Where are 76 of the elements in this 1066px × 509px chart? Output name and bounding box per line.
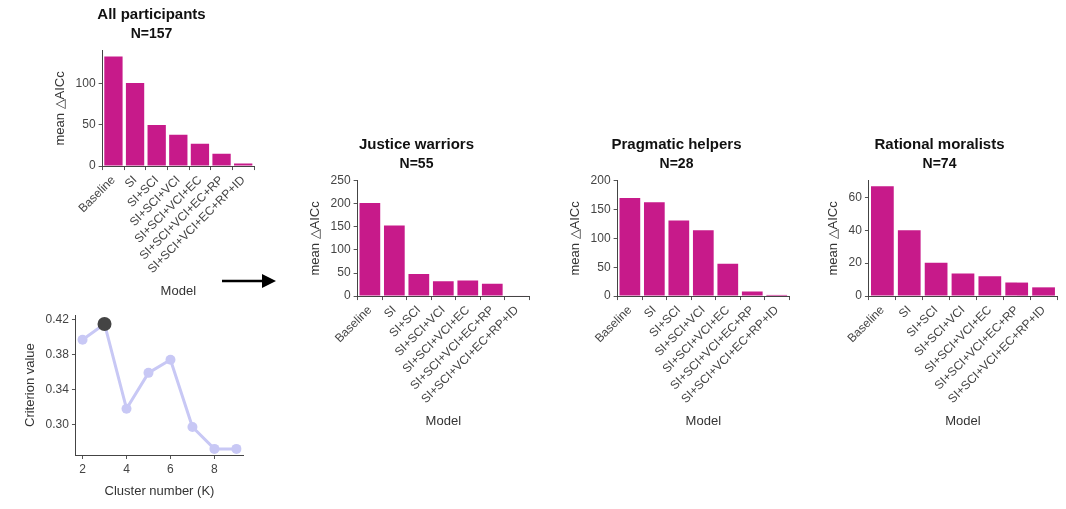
bar (741, 291, 763, 296)
bar (147, 124, 166, 166)
x-tick-label: 4 (123, 461, 131, 476)
x-axis-title: Model (945, 412, 981, 428)
y-tick-label: 200 (330, 196, 351, 211)
bar (643, 202, 665, 296)
point (121, 403, 132, 414)
y-tick-label: 0 (603, 288, 611, 303)
y-tick-label: 50 (82, 117, 96, 132)
bar (1005, 282, 1029, 296)
bar (692, 230, 714, 296)
y-tick-label: 200 (590, 173, 611, 188)
y-tick-label: 0.42 (45, 311, 70, 326)
y-axis-title: Criterion value (22, 343, 38, 428)
y-tick-label: 0 (88, 158, 96, 173)
bar (104, 56, 123, 166)
bar (125, 82, 145, 166)
bar (897, 230, 921, 296)
y-tick-label: 150 (330, 219, 351, 234)
y-tick-label: 100 (590, 230, 611, 245)
bar (190, 143, 210, 166)
x-axis-title: Model (425, 412, 462, 428)
y-tick-label: 100 (330, 242, 351, 257)
chart-subtitle: N=74 (922, 155, 957, 172)
y-axis-title: mean △AICc (52, 70, 68, 146)
bar (212, 153, 231, 166)
point (165, 354, 176, 365)
bar (619, 198, 641, 296)
point (187, 422, 198, 433)
y-tick-label: 0 (855, 288, 863, 303)
bar (432, 281, 454, 296)
bar (408, 273, 430, 296)
chart-title: Rational moralists (874, 135, 1005, 153)
y-tick-label: 250 (330, 173, 351, 188)
x-axis-title: Model (160, 282, 197, 298)
x-axis-title: Cluster number (K) (104, 482, 215, 498)
bar (1032, 287, 1055, 296)
y-tick-label: 50 (337, 265, 351, 280)
bar (481, 283, 503, 296)
point (209, 443, 220, 454)
bar (717, 263, 739, 296)
chart-title: Justice warriors (358, 135, 475, 153)
bar (871, 186, 894, 296)
bar (924, 262, 948, 296)
bar (383, 225, 405, 296)
chart-subtitle: N=157 (130, 25, 173, 42)
point (143, 367, 154, 378)
x-axis-title: Model (685, 412, 722, 428)
y-tick-label: 0 (343, 288, 351, 303)
chart-title: All participants (97, 5, 206, 23)
bar (668, 220, 690, 296)
point (77, 334, 88, 345)
x-tick-label: 2 (79, 461, 87, 476)
y-axis-title: mean △AICc (307, 200, 323, 276)
y-tick-label: 0.30 (45, 416, 70, 431)
point (231, 443, 242, 454)
bar (169, 134, 188, 166)
bar (359, 202, 381, 296)
y-tick-label: 50 (597, 259, 611, 274)
y-tick-label: 0.38 (45, 346, 70, 361)
bar (457, 280, 479, 296)
chart-title: Pragmatic helpers (611, 135, 742, 153)
y-axis-title: mean △AICc (567, 200, 583, 276)
y-tick-label: 0.34 (45, 381, 70, 396)
bar (951, 273, 975, 296)
chart-subtitle: N=55 (399, 155, 434, 172)
y-axis-title: mean △AICc (825, 200, 841, 276)
y-tick-label: 20 (848, 255, 863, 270)
y-tick-label: 60 (848, 189, 863, 204)
bar (978, 276, 1002, 296)
y-tick-label: 40 (848, 222, 863, 237)
x-tick-label: 8 (211, 461, 219, 476)
x-tick-label: 6 (167, 461, 175, 476)
chart-subtitle: N=28 (659, 155, 694, 172)
y-tick-label: 100 (75, 76, 96, 91)
y-tick-label: 150 (590, 201, 611, 216)
